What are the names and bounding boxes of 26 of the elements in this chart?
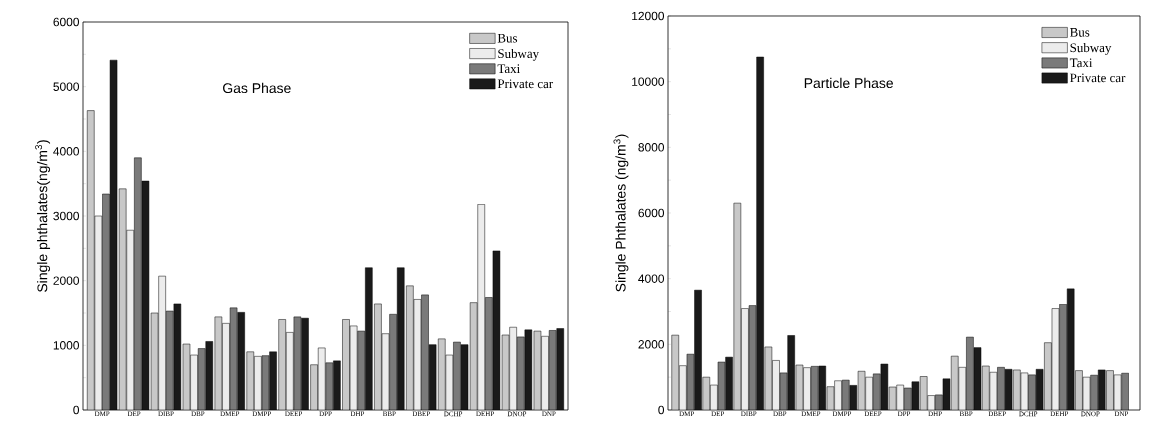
legend-label: Bus [1070, 28, 1090, 37]
annotation: Gas Phase [223, 82, 291, 94]
y-tick-label: 0 [73, 405, 80, 415]
legend-label: Private car [497, 79, 554, 89]
y-tick-label: 2000 [638, 340, 665, 349]
y-tick-label: 3000 [53, 211, 80, 221]
y-tick-label: 5000 [53, 82, 80, 91]
y-tick-label: 4000 [638, 274, 665, 283]
y-tick-label: 1000 [53, 341, 80, 350]
y-tick-label: 6000 [638, 208, 665, 218]
y-tick-label: 8000 [638, 143, 665, 152]
y-tick-label: 2000 [53, 276, 80, 285]
legend-label: Subway [1070, 43, 1112, 55]
y-axis-title: Single Phthalates (ng/m$^{3}$) [613, 134, 629, 292]
annotation: Particle Phase [804, 77, 893, 89]
y-tick-label: 6000 [53, 17, 80, 27]
legend-label: Subway [498, 48, 540, 61]
legend-label: Private car [1070, 73, 1126, 83]
y-tick-label: 0 [658, 405, 665, 415]
y-tick-label: 10000 [632, 77, 665, 86]
y-axis-title: Single phthalates(ng/m$^{3}$) [35, 140, 51, 292]
legend-label: Taxi [1069, 58, 1093, 68]
legend-label: Taxi [497, 64, 520, 74]
y-tick-label: 4000 [53, 147, 80, 156]
legend-label: Bus [497, 33, 518, 43]
y-tick-label: 12000 [632, 11, 665, 21]
